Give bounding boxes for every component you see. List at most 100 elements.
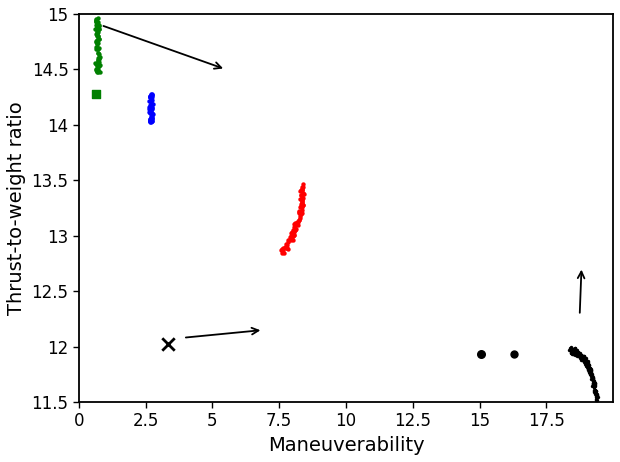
Point [92, 26, 102, 34]
Point [145, 117, 155, 125]
Point [585, 366, 595, 373]
Point [288, 236, 298, 243]
Point [585, 368, 595, 376]
Point [581, 359, 591, 366]
Point [575, 351, 585, 358]
Point [299, 195, 309, 202]
Point [570, 348, 580, 355]
Point [579, 359, 589, 366]
Point [293, 218, 303, 225]
Point [298, 209, 308, 216]
Point [291, 220, 301, 227]
Point [570, 349, 580, 356]
Point [586, 371, 596, 379]
Point [578, 356, 588, 363]
Point [585, 372, 595, 379]
Point [569, 350, 578, 358]
Point [590, 383, 600, 390]
Point [287, 235, 297, 243]
Point [572, 348, 582, 355]
Point [92, 61, 102, 68]
Point [570, 346, 580, 354]
Point [298, 180, 308, 188]
Point [582, 362, 592, 369]
Point [291, 225, 301, 232]
Point [578, 357, 588, 364]
Point [565, 345, 575, 352]
Point [146, 114, 156, 122]
Point [292, 218, 302, 225]
Point [589, 386, 599, 393]
Point [591, 397, 601, 404]
Point [146, 114, 156, 122]
Point [583, 358, 593, 365]
Point [589, 384, 599, 391]
Point [579, 353, 589, 360]
Point [567, 345, 577, 352]
Point [144, 98, 154, 105]
Point [280, 243, 290, 250]
Point [298, 190, 308, 197]
Point [92, 24, 102, 31]
Point [582, 362, 591, 370]
Point [568, 350, 578, 358]
Point [92, 32, 102, 39]
Point [147, 117, 157, 125]
Point [577, 354, 587, 361]
Point [587, 374, 597, 381]
Point [590, 383, 600, 391]
Point [575, 351, 585, 359]
Point [575, 350, 585, 357]
Point [286, 233, 296, 240]
Point [292, 220, 302, 228]
Point [578, 354, 588, 361]
Point [573, 349, 583, 357]
Point [582, 364, 592, 371]
Point [580, 355, 590, 362]
Point [145, 92, 155, 99]
Point [579, 356, 589, 363]
Point [581, 354, 591, 361]
Point [146, 93, 156, 101]
Point [565, 346, 575, 353]
Point [583, 364, 593, 371]
Point [144, 109, 154, 116]
Point [578, 354, 588, 361]
Point [286, 230, 296, 237]
Point [575, 350, 585, 357]
Point [567, 348, 577, 355]
Point [283, 245, 293, 253]
Point [572, 350, 582, 357]
Point [578, 354, 588, 361]
Point [581, 361, 591, 369]
Point [572, 352, 582, 359]
Point [585, 370, 595, 377]
Point [590, 387, 600, 394]
Point [294, 208, 304, 216]
Point [581, 357, 591, 364]
Point [587, 370, 597, 377]
Point [93, 56, 103, 64]
Point [571, 346, 581, 354]
Point [94, 35, 104, 43]
Point [590, 381, 600, 388]
Point [583, 360, 593, 368]
Point [296, 209, 306, 216]
Point [146, 104, 156, 112]
Point [147, 117, 157, 125]
Point [92, 29, 102, 36]
Point [590, 390, 600, 398]
Point [569, 346, 579, 353]
Point [582, 360, 592, 367]
Point [279, 249, 289, 256]
Point [567, 346, 577, 353]
Point [92, 60, 102, 67]
Point [282, 242, 292, 249]
Point [146, 119, 156, 126]
Point [286, 236, 296, 243]
Point [289, 223, 299, 231]
Point [93, 45, 103, 53]
Point [582, 361, 592, 368]
Point [145, 107, 155, 115]
Point [582, 361, 591, 368]
